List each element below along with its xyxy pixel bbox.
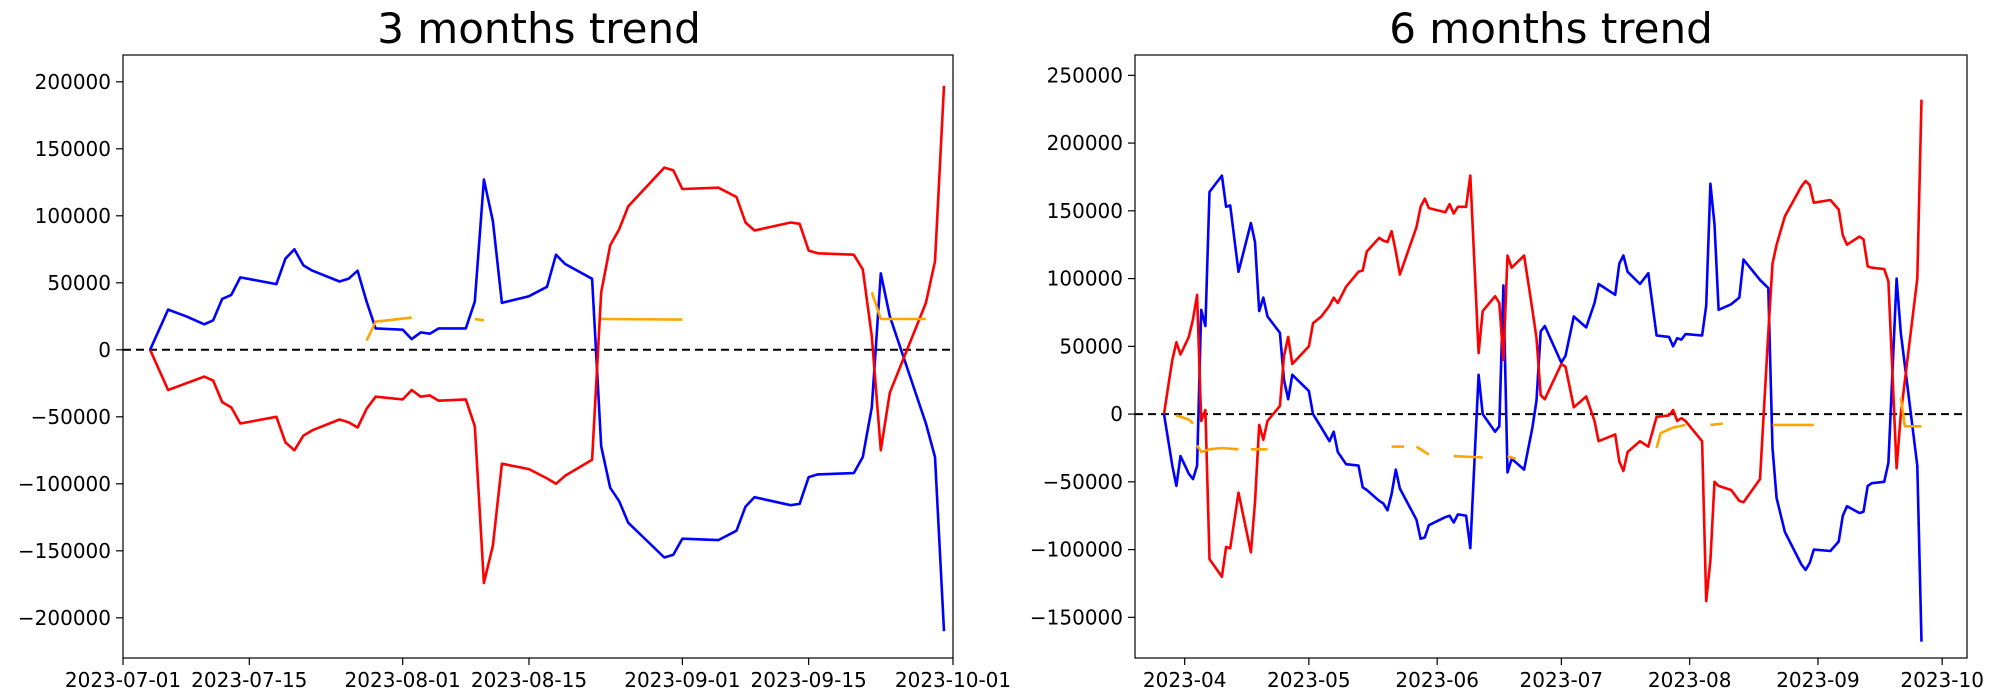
orange-series-line-segment-2 <box>601 317 683 321</box>
x-tick-label: 2023-07-15 <box>191 668 307 692</box>
x-tick-label: 2023-09 <box>1776 668 1860 692</box>
orange-series-line-segment-1 <box>474 317 485 322</box>
chart-title: 6 months trend <box>1389 4 1713 53</box>
orange-series-line-segment-1 <box>1195 444 1239 454</box>
y-tick-label: −50000 <box>31 405 111 429</box>
x-tick-label: 2023-07-01 <box>65 668 181 692</box>
x-tick-label: 2023-05 <box>1267 668 1351 692</box>
orange-series-line-segment-6 <box>1507 454 1517 461</box>
axes-frame <box>1134 54 1968 659</box>
chart-3-months-trend: 3 months trend −200000 −150000 −100000 −500… <box>18 4 1011 692</box>
x-tick-label: 2023-07 <box>1520 668 1604 692</box>
x-tick-label: 2023-09-15 <box>751 668 867 692</box>
y-tick-label: 250000 <box>1047 63 1123 87</box>
orange-series-line-segment-8 <box>1710 422 1723 427</box>
chart-title: 3 months trend <box>377 4 701 53</box>
x-tick-label: 2023-04 <box>1143 668 1227 692</box>
axes-frame <box>122 54 954 659</box>
y-tick-label: 150000 <box>1047 199 1123 223</box>
x-tick-label: 2023-08-01 <box>345 668 461 692</box>
orange-series-line-segment-4 <box>1415 445 1430 456</box>
y-tick-label: −100000 <box>18 472 111 496</box>
y-tick-label: −50000 <box>1043 470 1123 494</box>
x-tick-label: 2023-08-15 <box>471 668 587 692</box>
blue-series-line <box>148 178 946 632</box>
orange-series-line-segment-0 <box>365 316 412 341</box>
orange-series-line-segment-10 <box>1899 397 1922 428</box>
red-series-line <box>1162 99 1923 603</box>
red-series-line <box>148 85 946 585</box>
x-tick-label: 2023-10 <box>1900 668 1984 692</box>
x-tick-label: 2023-09-01 <box>624 668 740 692</box>
x-tick-label: 2023-06 <box>1395 668 1479 692</box>
y-tick-label: 50000 <box>1059 334 1123 358</box>
plot-area: −150000 −100000 −50000 0 50000 100000 150000 20… <box>1030 54 1984 692</box>
y-tick-label: −150000 <box>1030 605 1123 629</box>
y-tick-label: −100000 <box>1030 538 1123 562</box>
orange-series-line-segment-0 <box>1175 414 1194 425</box>
y-tick-label: 0 <box>98 338 111 362</box>
y-tick-label: 100000 <box>35 204 111 228</box>
y-tick-label: 200000 <box>35 70 111 94</box>
chart-6-months-trend: 6 months trend −150000 −100000 −50000 0 5000… <box>1030 4 1984 692</box>
orange-series-line-segment-3 <box>870 291 926 321</box>
y-tick-label: 100000 <box>1047 267 1123 291</box>
blue-series-line <box>1162 174 1923 642</box>
plot-area: −200000 −150000 −100000 −50000 0 50000 100000 1… <box>18 54 1011 692</box>
orange-series-line-segment-5 <box>1453 454 1483 459</box>
y-tick-label: −200000 <box>18 606 111 630</box>
y-tick-label: 50000 <box>47 271 111 295</box>
x-tick-label: 2023-10-01 <box>895 668 1011 692</box>
y-tick-label: 200000 <box>1047 131 1123 155</box>
y-tick-label: 0 <box>1110 402 1123 426</box>
y-tick-label: −150000 <box>18 539 111 563</box>
orange-series-line-segment-7 <box>1655 423 1686 449</box>
x-tick-label: 2023-08 <box>1648 668 1732 692</box>
y-tick-label: 150000 <box>35 137 111 161</box>
